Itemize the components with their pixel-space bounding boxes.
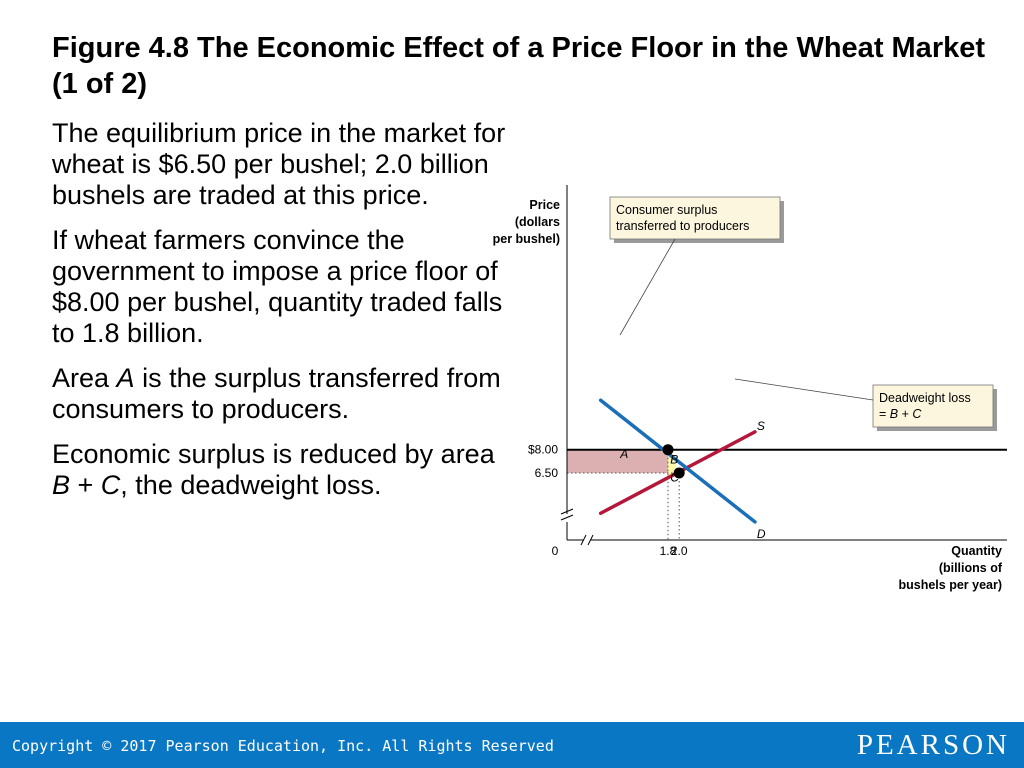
deadweight-loss-formula-part: =	[879, 407, 890, 421]
area-a	[567, 449, 668, 473]
consumer-surplus-text: Consumer surplus	[616, 203, 717, 217]
bullet-text: If wheat farmers convince the government…	[52, 225, 503, 348]
x-tick-label: 1.8	[660, 544, 677, 558]
x-axis-break-mark	[587, 534, 594, 546]
deadweight-loss-formula: = B + C	[879, 407, 922, 421]
bullet-text: The equilibrium price in the market for …	[52, 118, 506, 210]
y-axis-break-mark	[560, 508, 574, 515]
bullet-text: Economic surplus is reduced by area	[52, 439, 495, 469]
area-b-label: B	[670, 453, 678, 467]
origin-label: 0	[552, 544, 559, 558]
consumer-surplus-pointer	[619, 238, 676, 336]
bullet-text: A	[116, 363, 135, 393]
y-tick-label: $8.00	[528, 443, 558, 457]
deadweight-loss-formula-part: +	[898, 407, 912, 421]
bullet-text: B	[52, 470, 71, 500]
deadweight-loss-pointer	[734, 378, 874, 401]
bullet-text: +	[70, 470, 101, 500]
x-axis-break-gap	[584, 535, 591, 545]
x-axis-label: bushels per year)	[898, 578, 1002, 592]
x-axis-break-mark	[580, 534, 587, 546]
y-axis-label: per bushel)	[493, 232, 560, 246]
consumer-surplus-text: transferred to producers	[616, 219, 749, 233]
area-a-label: A	[619, 447, 628, 461]
bullet-item: Area A is the surplus transferred from c…	[52, 363, 507, 425]
copyright-text: Copyright © 2017 Pearson Education, Inc.…	[12, 737, 554, 755]
deadweight-loss-callout	[872, 384, 994, 428]
x-axis-label: (billions of	[939, 561, 1003, 575]
footer-bar: Copyright © 2017 Pearson Education, Inc.…	[0, 722, 1024, 768]
deadweight-loss-formula-part: C	[912, 407, 922, 421]
floor-point	[662, 444, 674, 456]
bullet-list: The equilibrium price in the market for …	[52, 118, 507, 515]
deadweight-loss-formula-part: B	[890, 407, 898, 421]
pearson-logo: PEARSON	[856, 729, 1010, 761]
demand-label: D	[757, 527, 766, 541]
deadweight-loss-text: Deadweight loss	[879, 391, 971, 405]
slide-title: Figure 4.8 The Economic Effect of a Pric…	[52, 32, 986, 100]
consumer-surplus-callout	[609, 196, 781, 240]
bullet-item: The equilibrium price in the market for …	[52, 118, 507, 211]
x-axis-label: Quantity	[951, 544, 1002, 558]
equilibrium-point	[673, 467, 685, 479]
y-tick-label: 6.50	[535, 466, 559, 480]
bullet-item: If wheat farmers convince the government…	[52, 225, 507, 349]
bullet-text: , the deadweight loss.	[120, 470, 382, 500]
y-axis-label: Price	[529, 198, 560, 212]
bullet-text: is the surplus transferred from consumer…	[52, 363, 501, 424]
y-axis-break-mark	[560, 514, 574, 521]
supply-label: S	[757, 419, 765, 433]
bullet-text: Area	[52, 363, 117, 393]
demand-curve	[598, 398, 757, 524]
bullet-text: C	[100, 470, 121, 500]
bullet-item: Economic surplus is reduced by area B + …	[52, 439, 507, 501]
y-axis-label: (dollars	[515, 215, 560, 229]
area-c-label: C	[670, 470, 679, 484]
x-tick-label: 2.0	[671, 544, 688, 558]
